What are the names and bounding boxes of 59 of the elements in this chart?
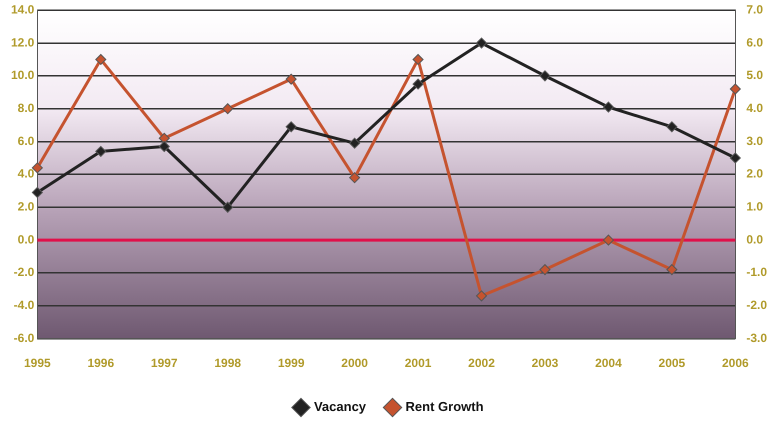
legend-label: Vacancy — [314, 399, 367, 414]
y2-tick-label: -3.0 — [746, 330, 768, 345]
point — [730, 84, 741, 95]
x-tick-label: 1997 — [150, 356, 178, 370]
point — [539, 264, 550, 276]
point — [730, 152, 741, 164]
point — [222, 202, 234, 213]
y2-tick-label: -1.0 — [746, 265, 768, 280]
x-tick-label: 1998 — [214, 356, 242, 370]
point — [158, 140, 170, 152]
y-tick-label: 0.0 — [18, 232, 35, 246]
y-tick-label: 6.0 — [18, 134, 35, 148]
point — [412, 78, 424, 90]
x-tick-label: 2006 — [722, 356, 749, 370]
y-tick-label: 10.0 — [10, 68, 35, 82]
x-tick-label: 2005 — [658, 356, 686, 370]
y2-tick-label: 6.0 — [746, 35, 764, 50]
point — [539, 70, 550, 82]
point — [666, 264, 678, 276]
y-tick-label: 12.0 — [10, 35, 35, 50]
y-tick-label: -2.0 — [14, 265, 35, 280]
x-tick-label: 2002 — [468, 356, 496, 370]
point — [32, 186, 43, 198]
point — [349, 172, 360, 184]
y2-tick-label: 7.0 — [746, 2, 764, 17]
x-tick-label: 2001 — [404, 356, 432, 370]
point — [666, 121, 678, 132]
point — [286, 121, 297, 132]
point — [158, 132, 170, 144]
x-tick-label: 2004 — [595, 356, 622, 370]
y2-tick-label: 2.0 — [746, 166, 764, 181]
y2-tick-label: 5.0 — [746, 68, 764, 82]
point — [95, 146, 106, 157]
y-tick-label: 14.0 — [10, 2, 35, 17]
y2-tick-label: 0.0 — [746, 232, 764, 246]
y2-tick-label: -2.0 — [746, 298, 768, 312]
y-tick-label: 8.0 — [18, 101, 35, 116]
y-tick-label: 4.0 — [18, 166, 35, 181]
point — [412, 54, 424, 65]
point — [602, 234, 614, 246]
y2-tick-label: 1.0 — [746, 200, 764, 214]
x-tick-label: 2000 — [341, 356, 368, 370]
point — [602, 102, 614, 113]
y-tick-label: 2.0 — [18, 200, 35, 214]
x-tick-label: 1996 — [87, 356, 114, 370]
x-tick-label: 2003 — [532, 356, 559, 370]
point — [95, 54, 106, 65]
point — [222, 103, 234, 114]
legend-label: Rent Growth — [406, 399, 484, 414]
point — [286, 74, 297, 85]
x-tick-label: 1999 — [278, 356, 305, 370]
y2-tick-label: 3.0 — [746, 134, 764, 148]
y-tick-label: -6.0 — [14, 330, 35, 345]
y-tick-label: -4.0 — [14, 298, 35, 312]
point — [476, 38, 488, 49]
x-tick-label: 1995 — [24, 356, 52, 370]
y2-tick-label: 4.0 — [746, 101, 764, 116]
point — [349, 138, 360, 149]
point — [476, 290, 488, 302]
